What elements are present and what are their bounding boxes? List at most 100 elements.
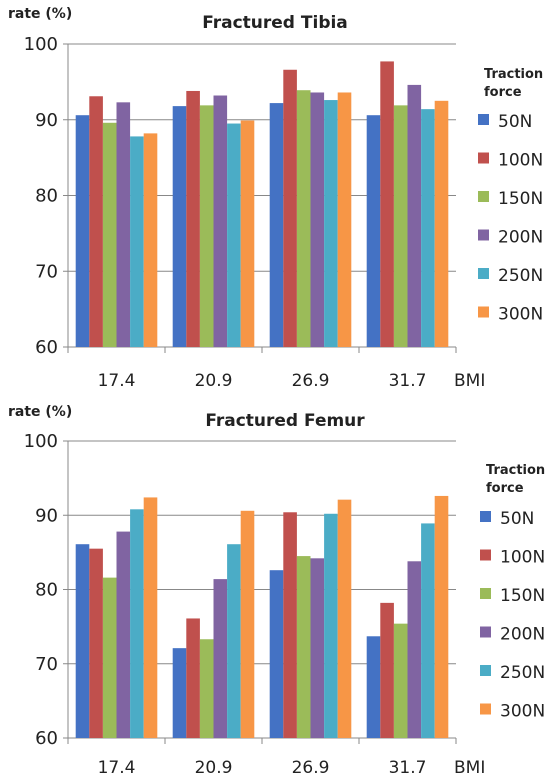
legend-swatch xyxy=(480,549,491,561)
bar-100N-20.9 xyxy=(186,90,200,347)
legend-title: force xyxy=(484,85,522,100)
bar-50N-26.9 xyxy=(269,570,284,738)
chart-panel-0: Fractured Tibia rate (%) 60 70 80 90 100 17.4 20… xyxy=(8,6,543,391)
legend-item-label: 200N xyxy=(498,228,543,248)
legend-swatch xyxy=(480,665,491,676)
bar-200N-31.7 xyxy=(407,84,422,347)
legend-swatch xyxy=(478,229,489,241)
bar-100N-26.9 xyxy=(283,69,297,347)
legend-item-label: 50N xyxy=(500,509,534,529)
bar-250N-17.4 xyxy=(130,136,144,347)
bar-300N-20.9 xyxy=(240,510,255,738)
bar-50N-20.9 xyxy=(172,648,187,738)
y-tick-label: 80 xyxy=(35,186,58,207)
y-tick-label: 70 xyxy=(35,261,58,282)
y-tick-label: 80 xyxy=(35,580,58,601)
bar-50N-17.4 xyxy=(75,544,90,738)
bar-300N-26.9 xyxy=(337,92,352,347)
legend-item-label: 100N xyxy=(500,548,545,568)
bar-100N-17.4 xyxy=(89,548,103,738)
legend-item-label: 250N xyxy=(498,266,543,286)
bar-150N-31.7 xyxy=(393,105,408,347)
legend-swatch xyxy=(478,306,489,318)
x-tick-label: 31.7 xyxy=(389,371,427,391)
chart-title: Fractured Tibia xyxy=(202,13,348,33)
y-tick-label: 60 xyxy=(35,728,58,749)
bar-100N-26.9 xyxy=(283,512,297,738)
bar-300N-26.9 xyxy=(337,499,352,738)
legend-swatch xyxy=(480,703,491,715)
bar-200N-17.4 xyxy=(116,531,131,738)
bar-50N-31.7 xyxy=(366,115,381,347)
bar-100N-31.7 xyxy=(380,602,394,738)
bar-250N-31.7 xyxy=(421,109,435,348)
bar-150N-20.9 xyxy=(199,105,214,347)
y-axis-label: rate (%) xyxy=(8,404,72,420)
bar-200N-20.9 xyxy=(213,95,228,347)
bar-250N-26.9 xyxy=(324,100,338,348)
legend-swatch xyxy=(478,268,489,279)
bar-150N-17.4 xyxy=(102,577,117,738)
y-tick-label: 90 xyxy=(35,110,58,131)
x-tick-label: 20.9 xyxy=(195,371,233,391)
bar-100N-17.4 xyxy=(89,96,103,347)
y-tick-label: 100 xyxy=(24,431,58,452)
legend-swatch xyxy=(480,588,491,599)
bar-250N-26.9 xyxy=(324,513,338,738)
bar-300N-31.7 xyxy=(434,495,449,738)
bar-300N-31.7 xyxy=(434,100,449,347)
y-tick-label: 100 xyxy=(24,34,58,55)
bar-150N-26.9 xyxy=(296,556,311,738)
bar-50N-31.7 xyxy=(366,636,381,738)
legend-title: Traction xyxy=(484,67,543,82)
legend-item-label: 250N xyxy=(500,663,545,683)
bar-300N-20.9 xyxy=(240,120,255,347)
bar-50N-20.9 xyxy=(172,106,187,348)
bar-150N-31.7 xyxy=(393,623,408,738)
bar-150N-20.9 xyxy=(199,639,214,738)
bar-50N-17.4 xyxy=(75,115,90,347)
bar-300N-17.4 xyxy=(143,133,158,347)
y-tick-label: 70 xyxy=(35,654,58,675)
legend-swatch xyxy=(480,626,491,638)
legend-title: force xyxy=(486,481,524,496)
legend: Traction force 50N 100N 150N 200N 250N 300N xyxy=(480,463,545,722)
x-tick-label: 17.4 xyxy=(98,758,136,778)
x-axis-label: BMI xyxy=(454,758,485,778)
x-tick-label: 20.9 xyxy=(195,758,233,778)
bar-200N-20.9 xyxy=(213,579,228,738)
x-tick-label: 31.7 xyxy=(389,758,427,778)
legend-item-label: 150N xyxy=(498,189,543,209)
bar-200N-26.9 xyxy=(310,558,325,738)
legend-swatch xyxy=(480,511,491,522)
bar-100N-20.9 xyxy=(186,618,200,738)
bar-300N-17.4 xyxy=(143,497,158,738)
legend-item-label: 200N xyxy=(500,625,545,645)
legend-swatch xyxy=(478,191,489,202)
legend: Traction force 50N 100N 150N 200N 250N 300N xyxy=(478,67,543,325)
bar-150N-26.9 xyxy=(296,90,311,348)
x-tick-label: 26.9 xyxy=(292,371,330,391)
legend-title: Traction xyxy=(486,463,545,478)
bar-50N-26.9 xyxy=(269,103,284,348)
legend-item-label: 100N xyxy=(498,151,543,171)
chart-title: Fractured Femur xyxy=(205,411,365,431)
legend-item-label: 300N xyxy=(498,305,543,325)
bar-100N-31.7 xyxy=(380,61,394,348)
y-tick-label: 60 xyxy=(35,337,58,358)
bar-200N-26.9 xyxy=(310,92,325,347)
legend-item-label: 300N xyxy=(500,702,545,722)
legend-item-label: 150N xyxy=(500,586,545,606)
legend-swatch xyxy=(478,152,489,164)
bar-250N-20.9 xyxy=(227,544,241,738)
bar-200N-17.4 xyxy=(116,102,131,347)
bar-250N-17.4 xyxy=(130,509,144,738)
x-tick-label: 26.9 xyxy=(292,758,330,778)
y-axis-label: rate (%) xyxy=(8,6,72,22)
chart-panel-1: Fractured Femur rate (%) 60 70 80 90 100 17.4 20… xyxy=(8,404,545,778)
x-axis-label: BMI xyxy=(454,371,485,391)
legend-swatch xyxy=(478,114,489,125)
y-tick-label: 90 xyxy=(35,505,58,526)
x-tick-label: 17.4 xyxy=(98,371,136,391)
